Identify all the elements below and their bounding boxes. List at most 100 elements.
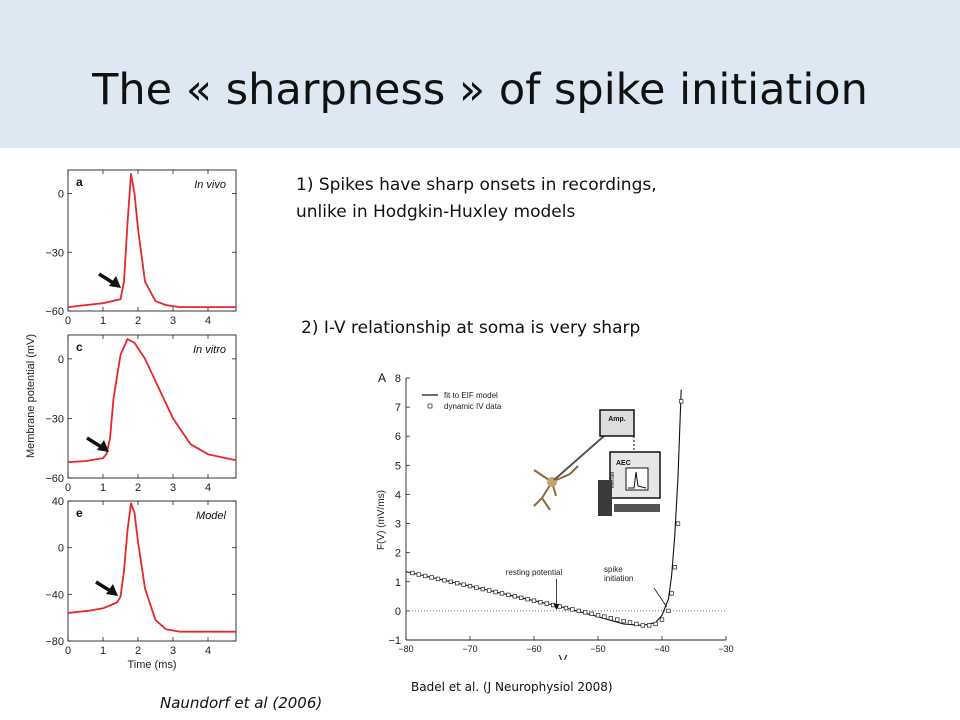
iv-data-point <box>640 623 645 628</box>
x-tick-label: 1 <box>100 482 106 494</box>
y-tick-label: 0 <box>58 543 64 555</box>
x-tick-label: −30 <box>718 644 733 654</box>
x-axis-label: V <box>559 652 568 660</box>
iv-data-point <box>679 399 684 404</box>
iv-data-point <box>448 579 453 584</box>
y-tick-label: 2 <box>395 548 401 560</box>
y-tick-label: −40 <box>45 589 64 601</box>
aec-label: AEC <box>616 460 631 467</box>
iv-data-point <box>506 592 511 598</box>
y-tick-label: 6 <box>395 431 401 443</box>
trace-panel-c: 0−30−600 1 2 3 4c In vitro <box>45 334 237 494</box>
y-tick-label: −30 <box>45 413 64 425</box>
panel-letter: c <box>76 340 83 354</box>
panel-letter: a <box>76 175 83 189</box>
x-tick-label: 1 <box>100 315 106 327</box>
iv-data-point <box>669 591 674 596</box>
eif-fit-curve <box>405 389 682 626</box>
x-tick-label: 1 <box>100 645 106 657</box>
iv-data-point <box>621 618 626 624</box>
iv-data-point <box>416 572 421 577</box>
iv-data-point <box>675 521 681 526</box>
iv-data-point <box>474 585 479 590</box>
x-tick-label: −80 <box>398 644 413 654</box>
x-tick-label: 2 <box>135 482 141 494</box>
bullet-sharp-onsets: 1) Spikes have sharp onsets in recording… <box>296 172 746 226</box>
y-tick-label: 0 <box>395 606 401 618</box>
x-tick-label: −70 <box>462 644 477 654</box>
iv-data-point <box>672 565 677 570</box>
computer-tower <box>598 480 612 516</box>
onset-arrow-head <box>97 440 109 452</box>
iv-data-point <box>634 621 639 627</box>
bullet-sharp-onsets-line2: unlike in Hodgkin-Huxley models <box>296 202 576 222</box>
panel-frame <box>67 500 237 642</box>
title-banner <box>0 0 960 148</box>
iv-data-point <box>589 611 594 616</box>
x-tick-label: 3 <box>170 645 176 657</box>
y-tick-label: 7 <box>395 402 401 414</box>
iv-data-point <box>544 601 549 606</box>
y-tick-label: 8 <box>395 373 401 385</box>
y-tick-label: 0 <box>58 189 64 201</box>
y-tick-label: 5 <box>395 460 401 472</box>
x-tick-label: −50 <box>590 644 605 654</box>
trace-panel-a: 0−30−600 1 2 3 4a In vivo <box>45 169 237 327</box>
citation-naundorf: Naundorf et al (2006) <box>160 694 323 712</box>
panel-letter: A <box>378 371 386 385</box>
resting-potential-label: resting potential <box>506 568 563 577</box>
x-tick-label: 4 <box>205 645 211 657</box>
x-tick-label: 0 <box>65 482 71 494</box>
bullet-iv-relationship: 2) I-V relationship at soma is very shar… <box>301 318 641 338</box>
legend-label: dynamic IV data <box>444 402 502 411</box>
bullet-sharp-onsets-line1: 1) Spikes have sharp onsets in recording… <box>296 175 657 195</box>
iv-data-point <box>499 591 505 596</box>
iv-data-point <box>653 621 658 627</box>
panel-condition-label: In vivo <box>194 179 226 191</box>
iv-data-point <box>563 605 569 611</box>
slide-title: The « sharpness » of spike initiation <box>92 65 868 115</box>
amplifier-box <box>599 409 635 437</box>
panel-condition-label: In vitro <box>193 344 226 356</box>
x-tick-label: 4 <box>205 482 211 494</box>
neuron-drawing <box>533 465 579 511</box>
iv-data-point <box>493 589 498 595</box>
panel-condition-label: Model <box>196 510 227 522</box>
iv-data-point <box>608 616 613 621</box>
voltage-trace-a <box>67 172 236 309</box>
x-tick-label: 0 <box>65 645 71 657</box>
iv-data-point <box>615 617 620 622</box>
iv-data-point <box>487 588 492 593</box>
iv-data-point <box>570 607 575 612</box>
y-tick-label: −60 <box>45 306 64 318</box>
onset-arrow-head <box>106 584 118 596</box>
iv-data-point <box>429 575 434 580</box>
y-tick-label: −1 <box>388 635 401 647</box>
iv-data-point <box>647 623 652 628</box>
y-tick-label: 4 <box>395 489 401 501</box>
iv-curve-figure: −1 0 1 2 3 4 5 6 7 8 −80 −70 −60 −50 −40 −30 A F(V) (mV/m… <box>376 371 734 660</box>
x-tick-label: 3 <box>170 315 176 327</box>
y-tick-label: 0 <box>58 354 64 366</box>
x-tick-label: 4 <box>205 315 211 327</box>
iv-data-point <box>659 617 665 622</box>
legend-marker-swatch <box>427 403 433 409</box>
spike-initiation-arrow <box>653 587 668 608</box>
iv-data-point <box>583 610 588 615</box>
panel-frame <box>67 169 237 312</box>
x-tick-label: 2 <box>135 645 141 657</box>
y-tick-label: −60 <box>45 473 64 485</box>
onset-arrow-head <box>109 276 121 288</box>
iv-data-point <box>627 620 633 625</box>
x-tick-label: −40 <box>654 644 669 654</box>
x-tick-label: 2 <box>135 315 141 327</box>
citation-badel: Badel et al. (J Neurophysiol 2008) <box>411 680 613 694</box>
iv-data-point <box>538 600 543 605</box>
iv-data-point <box>512 594 517 599</box>
spike-initiation-label: spike <box>604 565 623 574</box>
iv-data-point <box>467 583 473 589</box>
iv-data-point <box>519 595 524 600</box>
spike-initiation-label: initiation <box>604 574 633 583</box>
y-axis-label: F(V) (mV/ms) <box>376 490 387 550</box>
iv-data-point <box>576 608 581 614</box>
